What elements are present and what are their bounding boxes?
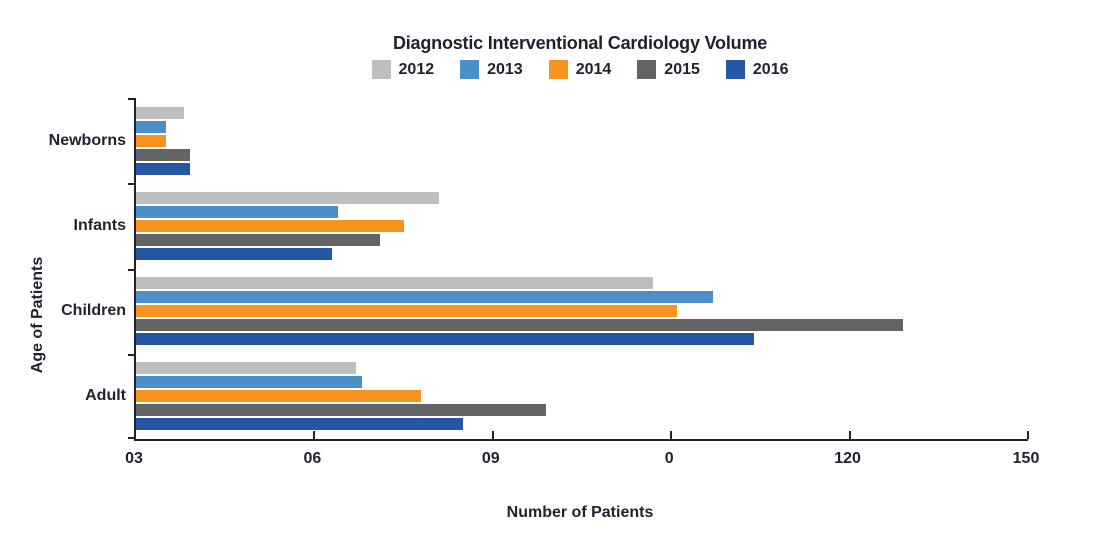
x-tick-label: 120 xyxy=(834,450,861,467)
bar-infants-2014 xyxy=(136,219,404,232)
x-tick-label: 150 xyxy=(1012,450,1040,467)
legend-item-2014: 2014 xyxy=(548,60,612,79)
legend-label: 2013 xyxy=(487,60,523,78)
bar-infants-2012 xyxy=(136,191,440,204)
x-axis-tick-mark xyxy=(670,431,673,439)
x-tick-label: 09 xyxy=(481,450,500,467)
bar-children-2013 xyxy=(136,291,713,304)
legend-label: 2014 xyxy=(575,60,612,78)
bar-infants-2016 xyxy=(136,247,333,260)
legend-item-2013: 2013 xyxy=(460,60,523,79)
bar-newborns-2015 xyxy=(136,148,190,161)
x-tick-label: 06 xyxy=(303,450,322,467)
bar-infants-2015 xyxy=(136,233,380,246)
y-axis-title: Age of Patients xyxy=(29,256,46,374)
y-axis-tick-mark xyxy=(128,98,134,100)
bar-group-adult xyxy=(136,354,1028,439)
y-axis-tick-mark xyxy=(128,353,134,356)
legend-swatch-2016 xyxy=(725,60,745,79)
legend-swatch-2013 xyxy=(460,60,480,79)
category-label-infants: Infants xyxy=(73,216,126,234)
bar-infants-2013 xyxy=(136,205,339,218)
category-labels: Newborns Infants Children Adult xyxy=(0,98,126,439)
category-label-adult: Adult xyxy=(85,387,126,405)
bar-children-2014 xyxy=(136,305,678,318)
bar-newborns-2014 xyxy=(136,134,166,147)
bar-group-infants xyxy=(136,183,1028,268)
legend-swatch-2015 xyxy=(637,60,657,79)
chart-legend: 2012 2013 2014 2015 2016 xyxy=(134,60,1026,79)
bar-children-2015 xyxy=(136,319,904,332)
bar-children-2012 xyxy=(136,277,654,290)
x-axis-tick-mark xyxy=(848,431,851,439)
bar-adult-2012 xyxy=(136,362,357,375)
category-label-newborns: Newborns xyxy=(48,131,126,149)
bar-adult-2016 xyxy=(136,418,464,431)
y-axis-tick-mark xyxy=(128,437,134,439)
bar-group-children xyxy=(136,269,1028,354)
x-axis-title: Number of Patients xyxy=(506,504,654,521)
chart-title: Diagnostic Interventional Cardiology Vol… xyxy=(392,33,768,53)
legend-item-2012: 2012 xyxy=(371,60,435,79)
legend-item-2016: 2016 xyxy=(725,60,789,79)
category-label-children: Children xyxy=(61,302,126,320)
y-axis-tick-mark xyxy=(128,268,134,271)
x-axis-tick-mark xyxy=(313,431,316,439)
legend-label: 2015 xyxy=(664,60,700,78)
plot-area xyxy=(128,98,1029,441)
legend-label: 2016 xyxy=(752,60,789,78)
legend-swatch-2012 xyxy=(371,60,391,79)
bar-adult-2013 xyxy=(136,376,362,389)
bar-adult-2015 xyxy=(136,404,547,417)
bar-group-newborns xyxy=(136,98,1028,183)
bar-newborns-2012 xyxy=(136,106,184,119)
x-axis-tick-mark xyxy=(491,431,494,439)
legend-swatch-2014 xyxy=(548,60,568,79)
x-tick-label: 03 xyxy=(125,450,143,467)
legend-item-2015: 2015 xyxy=(637,60,700,79)
x-axis-tick-mark xyxy=(1027,431,1029,439)
bar-newborns-2016 xyxy=(136,162,190,175)
bar-children-2016 xyxy=(136,333,755,346)
legend-label: 2012 xyxy=(398,60,435,78)
x-tick-label: 0 xyxy=(664,450,674,467)
bar-adult-2014 xyxy=(136,390,422,403)
x-axis-tick-labels: 03 06 09 0 120 150 xyxy=(125,450,1039,470)
y-axis-tick-mark xyxy=(128,183,134,186)
bar-newborns-2013 xyxy=(136,120,166,133)
